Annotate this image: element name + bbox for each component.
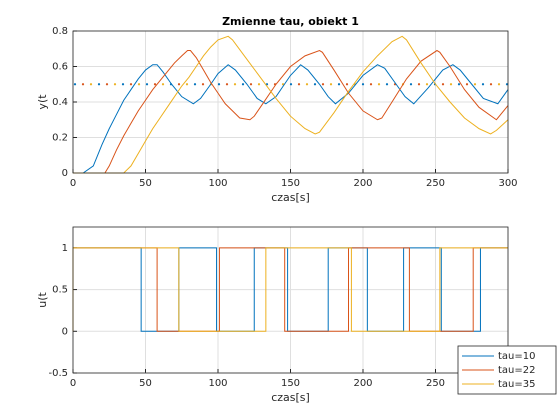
x-tick-label: 250	[426, 178, 445, 189]
reference-dot	[409, 83, 413, 86]
x-tick-label: 0	[70, 178, 76, 189]
data-line	[72, 247, 508, 332]
x-axis-label: czas[s]	[271, 391, 310, 404]
reference-dot	[217, 83, 221, 86]
reference-dot	[481, 83, 485, 86]
axes-frame	[72, 30, 509, 174]
reference-dot	[201, 83, 205, 86]
x-tick-label: 200	[353, 378, 372, 389]
y-tick-label: 0	[62, 168, 68, 179]
legend-label: tau=10	[498, 351, 536, 362]
y-tick-label: 0.6	[52, 62, 68, 73]
y-tick-label: 0.8	[52, 26, 68, 37]
reference-dot	[441, 83, 445, 86]
reference-dot	[185, 83, 189, 86]
reference-dot	[337, 83, 341, 86]
reference-dot	[369, 83, 373, 86]
reference-dot	[105, 83, 109, 86]
reference-dot	[361, 83, 365, 86]
y-tick-label: -0.5	[48, 368, 68, 379]
reference-dot	[249, 83, 253, 86]
reference-dot	[489, 83, 493, 86]
y-tick-label: 0.2	[52, 133, 68, 144]
reference-dot	[417, 83, 421, 86]
reference-dot	[225, 83, 229, 86]
reference-dot	[313, 83, 317, 86]
y-tick-label: 0.4	[52, 97, 68, 108]
reference-dot	[73, 83, 77, 86]
reference-dot	[377, 83, 381, 86]
reference-dot	[177, 83, 181, 86]
x-tick-label: 150	[281, 178, 300, 189]
legend-label: tau=35	[498, 379, 536, 390]
reference-dot	[145, 83, 149, 86]
y-tick-label: 0.5	[52, 285, 68, 296]
reference-dot	[345, 83, 349, 86]
reference-dot	[153, 83, 157, 86]
reference-dot	[425, 83, 429, 86]
x-tick-label: 250	[426, 378, 445, 389]
x-tick-label: 200	[353, 178, 372, 189]
reference-dot	[297, 83, 301, 86]
x-tick-label: 100	[208, 178, 227, 189]
legend-label: tau=22	[498, 365, 536, 376]
reference-dot	[385, 83, 389, 86]
y-tick-label: 0	[62, 326, 68, 337]
reference-dot	[161, 83, 165, 86]
x-tick-label: 150	[281, 378, 300, 389]
x-tick-label: 50	[139, 178, 152, 189]
reference-dot	[81, 83, 85, 86]
reference-dot	[113, 83, 117, 86]
reference-dot	[121, 83, 125, 86]
x-tick-label: 50	[139, 378, 152, 389]
y-axis-label: u(t	[36, 292, 49, 308]
reference-dot	[449, 83, 453, 86]
reference-dot	[457, 83, 461, 86]
x-tick-label: 0	[70, 378, 76, 389]
x-axis-label: czas[s]	[271, 191, 310, 204]
reference-dot	[289, 83, 293, 86]
reference-dot	[505, 83, 509, 86]
reference-dot	[329, 83, 333, 86]
data-line	[73, 64, 509, 174]
reference-dot	[497, 83, 501, 86]
x-tick-label: 100	[208, 378, 227, 389]
reference-dot	[137, 83, 141, 86]
reference-dot	[241, 83, 245, 86]
reference-dot	[89, 83, 93, 86]
data-line	[72, 247, 508, 332]
chart-title: Zmienne tau, obiekt 1	[222, 15, 359, 28]
data-line	[73, 35, 509, 174]
reference-dot	[465, 83, 469, 86]
reference-dot	[193, 83, 197, 86]
reference-dot	[321, 83, 325, 86]
reference-dot	[233, 83, 237, 86]
x-tick-label: 300	[498, 178, 517, 189]
reference-dot	[305, 83, 309, 86]
data-line	[73, 49, 509, 174]
reference-dot	[473, 83, 477, 86]
axes-frame	[72, 226, 509, 374]
y-tick-label: 1	[62, 243, 68, 254]
reference-dot	[129, 83, 133, 86]
reference-dot	[97, 83, 101, 86]
y-axis-label: y(t	[36, 94, 49, 110]
reference-dot	[257, 83, 261, 86]
